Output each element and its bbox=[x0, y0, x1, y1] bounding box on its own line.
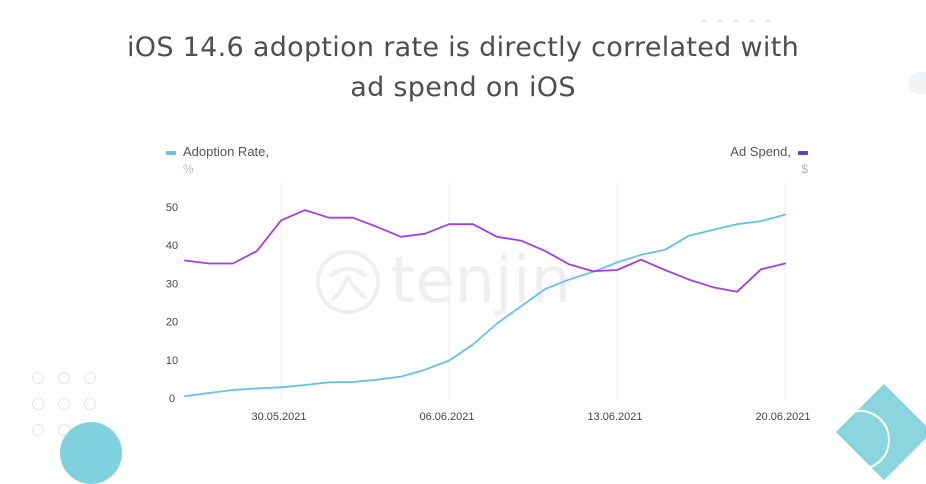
tenjin-watermark: tenjin bbox=[316, 244, 571, 318]
decorative-dot bbox=[84, 398, 96, 410]
chart-title: iOS 14.6 adoption rate is directly corre… bbox=[0, 28, 926, 108]
decorative-dot bbox=[58, 398, 70, 410]
y-tick-label: 20 bbox=[166, 317, 178, 329]
decorative-dots-top bbox=[702, 10, 782, 28]
decorative-teal-circle bbox=[60, 422, 122, 484]
legend-ad-spend: Ad Spend, $ bbox=[730, 144, 808, 176]
line-chart: tenjin 0 10 20 30 40 50 30.05.2021 06.06.2021 1… bbox=[166, 183, 811, 423]
decorative-dot bbox=[84, 372, 96, 384]
chart-title-line-1: iOS 14.6 adoption rate is directly corre… bbox=[126, 32, 799, 63]
y-tick-label: 40 bbox=[166, 240, 178, 252]
y-tick-label: 10 bbox=[166, 355, 178, 367]
legend-swatch-adoption bbox=[166, 150, 176, 155]
series-line-ad-spend bbox=[184, 209, 786, 293]
legend-label-adoption: Adoption Rate, bbox=[183, 144, 270, 159]
x-tick-label: 06.06.2021 bbox=[419, 411, 474, 423]
legend-unit-adoption: % bbox=[183, 162, 194, 176]
decorative-ring bbox=[830, 410, 890, 470]
y-axis: 0 10 20 30 40 50 bbox=[166, 202, 178, 405]
x-axis: 30.05.2021 06.06.2021 13.06.2021 20.06.2021 bbox=[251, 411, 810, 423]
watermark-logo-mark bbox=[328, 267, 368, 302]
y-tick-label: 50 bbox=[166, 202, 178, 214]
chart-title-line-2: ad spend on iOS bbox=[350, 72, 576, 103]
decorative-dot bbox=[58, 372, 70, 384]
x-tick-label: 30.05.2021 bbox=[251, 411, 306, 423]
x-tick-label: 20.06.2021 bbox=[755, 411, 810, 423]
legend-adoption-rate: Adoption Rate, % bbox=[166, 144, 269, 176]
legend-swatch-ad-spend bbox=[798, 150, 808, 155]
series bbox=[184, 209, 786, 398]
decorative-dot bbox=[32, 424, 44, 436]
series-line-adoption-rate bbox=[184, 213, 786, 398]
decorative-dot bbox=[32, 398, 44, 410]
legend-unit-ad-spend: $ bbox=[801, 162, 808, 176]
y-tick-label: 30 bbox=[166, 278, 178, 290]
grid bbox=[280, 183, 786, 400]
x-tick-label: 13.06.2021 bbox=[587, 411, 642, 423]
watermark-text: tenjin bbox=[390, 244, 571, 318]
watermark-logo-ring bbox=[316, 250, 380, 314]
y-tick-label: 0 bbox=[169, 393, 175, 405]
decorative-blob bbox=[908, 72, 926, 94]
decorative-dot bbox=[32, 372, 44, 384]
legend-label-ad-spend: Ad Spend, bbox=[730, 144, 791, 159]
